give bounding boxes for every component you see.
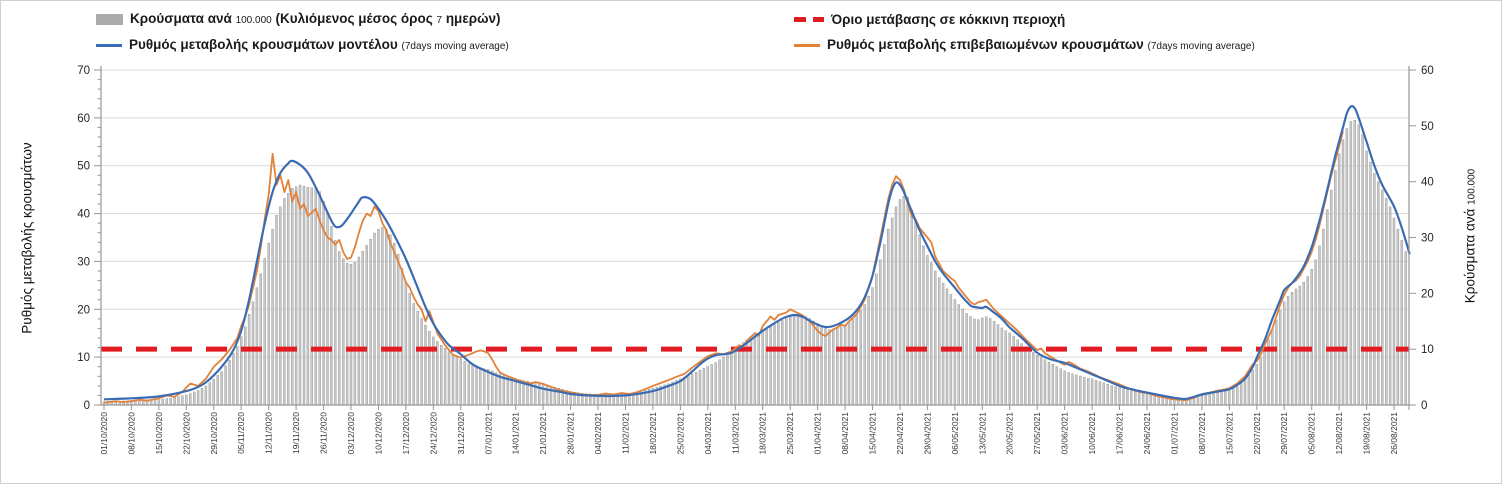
legend-cases-label: Κρούσματα ανά 100.000 (Κυλιόμενος μέσος … — [130, 11, 501, 26]
svg-text:20/05/2021: 20/05/2021 — [1005, 412, 1015, 455]
svg-text:06/05/2021: 06/05/2021 — [950, 412, 960, 455]
blue-line-swatch-icon — [96, 43, 122, 47]
svg-text:01/07/2021: 01/07/2021 — [1169, 412, 1179, 455]
svg-text:12/08/2021: 12/08/2021 — [1334, 412, 1344, 455]
svg-text:29/04/2021: 29/04/2021 — [922, 412, 932, 455]
legend-threshold-label: Όριο μετάβασης σε κόκκινη περιοχή — [831, 11, 1066, 27]
svg-text:10/06/2021: 10/06/2021 — [1087, 412, 1097, 455]
svg-text:03/12/2020: 03/12/2020 — [346, 412, 356, 455]
legend-item-threshold: Όριο μετάβασης σε κόκκινη περιοχή — [794, 9, 1065, 29]
legend-model-label: Ρυθμός μεταβολής κρουσμάτων μοντέλου (7d… — [129, 37, 509, 52]
svg-text:15/10/2020: 15/10/2020 — [154, 412, 164, 455]
right-axis-ticks — [1409, 69, 1416, 406]
svg-text:18/03/2021: 18/03/2021 — [758, 412, 768, 455]
svg-text:40: 40 — [1421, 177, 1434, 189]
svg-text:17/12/2020: 17/12/2020 — [401, 412, 411, 455]
svg-text:08/10/2020: 08/10/2020 — [126, 412, 136, 455]
left-axis-ticks — [94, 69, 101, 406]
svg-text:30: 30 — [1421, 233, 1434, 245]
svg-text:50: 50 — [77, 161, 90, 173]
svg-text:28/01/2021: 28/01/2021 — [566, 412, 576, 455]
legend-item-model: Ρυθμός μεταβολής κρουσμάτων μοντέλου (7d… — [96, 35, 509, 55]
svg-text:50: 50 — [1421, 121, 1434, 133]
x-axis-ticks — [103, 405, 1410, 410]
svg-text:17/06/2021: 17/06/2021 — [1115, 412, 1125, 455]
svg-text:27/05/2021: 27/05/2021 — [1032, 412, 1042, 455]
red-dash-swatch-icon — [794, 16, 824, 22]
svg-text:31/12/2020: 31/12/2020 — [456, 412, 466, 455]
svg-text:29/10/2020: 29/10/2020 — [209, 412, 219, 455]
left-axis-tick-labels: 0 10 20 30 40 50 60 70 — [77, 65, 90, 412]
svg-text:07/01/2021: 07/01/2021 — [483, 412, 493, 455]
legend-item-cases: Κρούσματα ανά 100.000 (Κυλιόμενος μέσος … — [96, 9, 501, 29]
legend-item-confirmed: Ρυθμός μεταβολής επιβεβαιωμένων κρουσμάτ… — [794, 35, 1255, 55]
svg-text:20: 20 — [77, 304, 90, 316]
svg-text:25/03/2021: 25/03/2021 — [785, 412, 795, 455]
svg-text:10/12/2020: 10/12/2020 — [374, 412, 384, 455]
svg-text:12/11/2020: 12/11/2020 — [264, 412, 274, 454]
svg-text:03/06/2021: 03/06/2021 — [1060, 412, 1070, 455]
svg-text:40: 40 — [77, 209, 90, 221]
svg-text:26/08/2021: 26/08/2021 — [1389, 412, 1399, 455]
svg-text:08/07/2021: 08/07/2021 — [1197, 412, 1207, 455]
svg-text:14/01/2021: 14/01/2021 — [511, 412, 521, 455]
svg-text:19/08/2021: 19/08/2021 — [1362, 412, 1372, 455]
svg-text:15/07/2021: 15/07/2021 — [1224, 412, 1234, 455]
svg-text:10: 10 — [77, 352, 90, 364]
svg-text:01/10/2020: 01/10/2020 — [99, 412, 109, 455]
svg-text:22/07/2021: 22/07/2021 — [1252, 412, 1262, 455]
left-axis-title: Ρυθμός μεταβολής κρουσμάτων — [19, 142, 35, 334]
svg-text:22/10/2020: 22/10/2020 — [181, 412, 191, 455]
svg-text:20: 20 — [1421, 288, 1434, 300]
svg-text:0: 0 — [1421, 400, 1427, 412]
legend-confirmed-label: Ρυθμός μεταβολής επιβεβαιωμένων κρουσμάτ… — [827, 37, 1255, 52]
svg-text:60: 60 — [1421, 65, 1434, 77]
orange-line-swatch-icon — [794, 43, 820, 47]
svg-text:60: 60 — [77, 113, 90, 125]
svg-text:18/02/2021: 18/02/2021 — [648, 412, 658, 455]
svg-text:05/11/2020: 05/11/2020 — [236, 412, 246, 454]
svg-text:04/03/2021: 04/03/2021 — [703, 412, 713, 455]
svg-text:10: 10 — [1421, 344, 1434, 356]
svg-text:11/03/2021: 11/03/2021 — [730, 412, 740, 454]
svg-text:05/08/2021: 05/08/2021 — [1307, 412, 1317, 455]
svg-text:25/02/2021: 25/02/2021 — [675, 412, 685, 455]
svg-text:15/04/2021: 15/04/2021 — [868, 412, 878, 455]
svg-text:22/04/2021: 22/04/2021 — [895, 412, 905, 455]
svg-text:26/11/2020: 26/11/2020 — [319, 412, 329, 454]
axes — [100, 66, 1410, 406]
svg-text:24/12/2020: 24/12/2020 — [428, 412, 438, 455]
svg-text:08/04/2021: 08/04/2021 — [840, 412, 850, 455]
svg-text:70: 70 — [77, 65, 90, 77]
svg-text:24/06/2021: 24/06/2021 — [1142, 412, 1152, 455]
svg-text:0: 0 — [84, 400, 90, 412]
svg-text:01/04/2021: 01/04/2021 — [813, 412, 823, 455]
right-axis-title: Κρούσματα ανά 100.000 — [1462, 168, 1478, 304]
svg-text:29/07/2021: 29/07/2021 — [1279, 412, 1289, 455]
svg-text:13/05/2021: 13/05/2021 — [977, 412, 987, 455]
right-axis-tick-labels: 0 10 20 30 40 50 60 — [1421, 65, 1434, 412]
svg-text:04/02/2021: 04/02/2021 — [593, 412, 603, 455]
svg-text:21/01/2021: 21/01/2021 — [538, 412, 548, 455]
svg-text:19/11/2020: 19/11/2020 — [291, 412, 301, 454]
x-axis-date-labels: 01/10/2020 08/10/2020 15/10/2020 22/10/2020… — [99, 412, 1399, 455]
bar-swatch-icon — [96, 13, 123, 25]
model-line — [103, 104, 1411, 401]
svg-text:11/02/2021: 11/02/2021 — [621, 412, 631, 454]
svg-text:30: 30 — [77, 256, 90, 268]
